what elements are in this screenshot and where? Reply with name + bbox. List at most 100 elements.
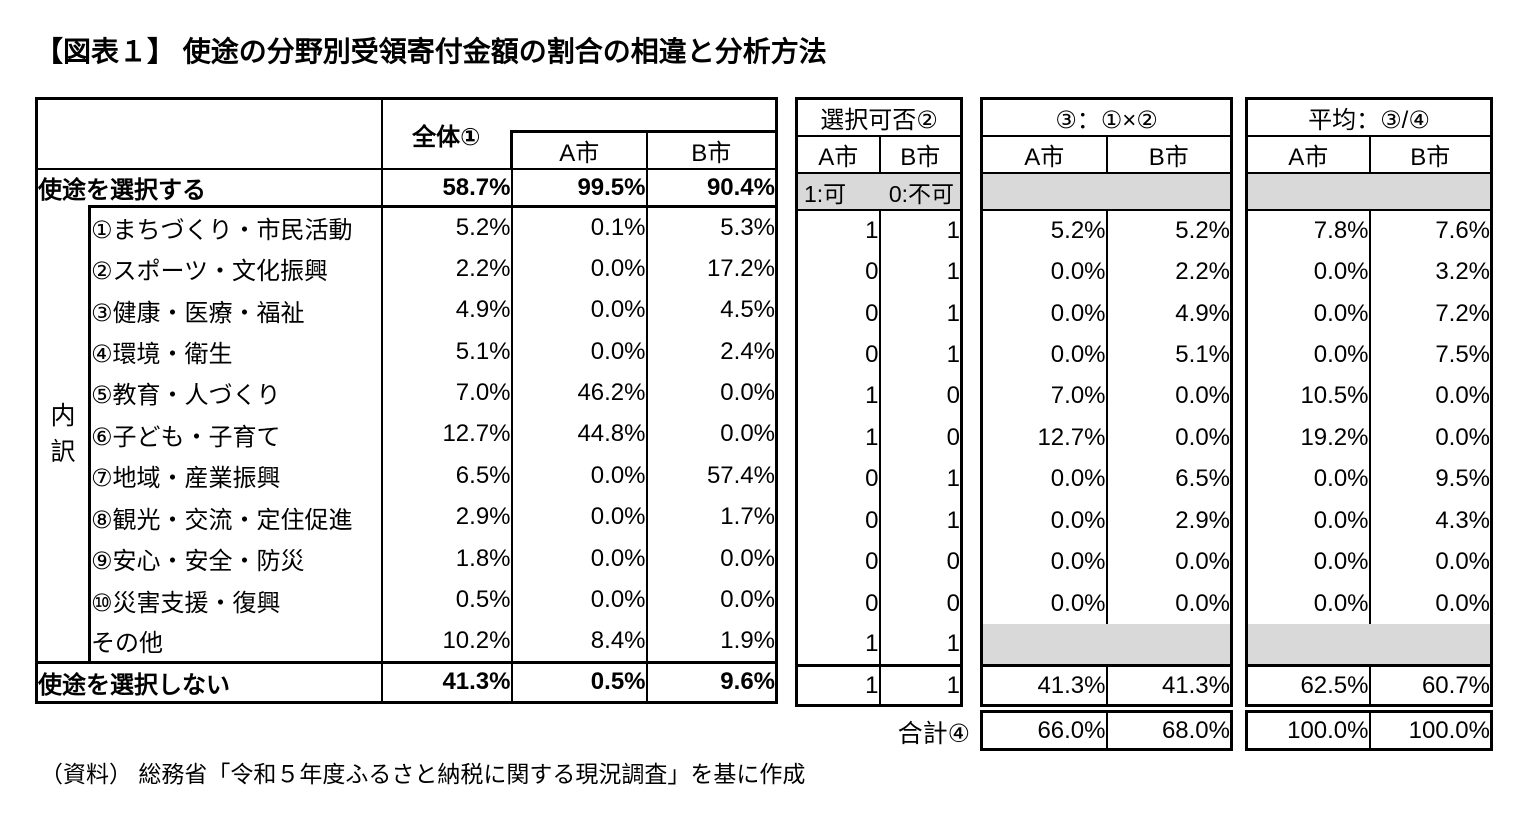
select-value-city-a: 99.5% — [510, 168, 647, 208]
mul-rows-body: 5.2% 5.2% 0.0% 2.2% 0.0% 4.9% 0.0% 5.1% 7.0% 0.0%… — [981, 210, 1232, 666]
avg-value-a: 0.0% — [1246, 541, 1371, 583]
item-value-zentai: 12.7% — [380, 413, 512, 456]
col-header-zentai: 全体① — [380, 98, 512, 169]
sel-value-b: 1 — [946, 465, 961, 493]
sel-value-a: 1 — [796, 417, 881, 459]
avg-noselect-row: 62.5% 60.7% — [1246, 664, 1492, 706]
main-item-row: ⑩災害支援・復興 0.5% 0.0% 0.0% — [37, 579, 777, 621]
main-item-row: ⑧観光・交流・定住促進 2.9% 0.0% 1.7% — [37, 496, 777, 538]
mul-value-b: 0.0% — [1175, 589, 1230, 617]
avg-value-a: 0.0% — [1246, 292, 1371, 335]
average-total-table: 100.0% 100.0% — [1245, 710, 1493, 751]
avg-value-a: 0.0% — [1246, 334, 1371, 376]
avg-header-row: A市 B市 — [1246, 136, 1492, 174]
main-noselect-body: 使途を選択しない 41.3% 0.5% 9.6% — [36, 660, 777, 703]
avg-value-a: 0.0% — [1246, 582, 1371, 625]
item-label: ⑥子ども・子育て — [89, 413, 383, 456]
item-value-zentai: 2.9% — [380, 496, 512, 538]
mul-total-a: 66.0% — [981, 711, 1108, 750]
main-item-row: その他 10.2% 8.4% 1.9% — [37, 620, 777, 663]
item-label: ⑨安心・安全・防災 — [89, 538, 383, 580]
main-item-row: ⑨安心・安全・防災 1.8% 0.0% 0.0% — [37, 538, 777, 580]
avg-value-a: 7.8% — [1246, 210, 1371, 252]
avg-value-b: 9.5% — [1435, 465, 1491, 493]
avg-value-b: 7.5% — [1435, 341, 1491, 369]
avg-value-b: 0.0% — [1435, 382, 1491, 410]
avg-value-b: 0.0% — [1435, 548, 1491, 576]
item-value-zentai: 7.0% — [380, 372, 512, 414]
avg-value-b: 0.0% — [1435, 423, 1491, 451]
sel-col-header-city-a: A市 — [796, 136, 881, 174]
avg-value-b: 7.6% — [1435, 217, 1491, 245]
avg-value-row: 10.5% 0.0% — [1246, 375, 1492, 418]
avg-noselect-b: 60.7% — [1369, 664, 1492, 706]
mul-value-a: 0.0% — [981, 582, 1108, 625]
sel-value-a: 0 — [796, 334, 881, 376]
sel-noselect-row: 1 1 — [796, 664, 962, 706]
legend-can: 1:可 — [804, 180, 847, 207]
avg-table-title: 平均：③/④ — [1246, 98, 1492, 137]
sel-legend-cell: 1:可 0:不可 — [796, 173, 962, 211]
mul-noselect-row: 41.3% 41.3% — [981, 664, 1232, 706]
mul-value-a: 0.0% — [981, 541, 1108, 583]
item-value-zentai: 10.2% — [380, 620, 512, 663]
item-value-city-b: 0.0% — [645, 372, 777, 414]
main-item-row: ③健康・医療・福祉 4.9% 0.0% 4.5% — [37, 289, 777, 331]
avg-rows-body: 7.8% 7.6% 0.0% 3.2% 0.0% 7.2% 0.0% 7.5% 10.5% 0.0… — [1246, 210, 1492, 666]
avg-noselect-a: 62.5% — [1246, 664, 1371, 706]
noselect-row: 使途を選択しない 41.3% 0.5% 9.6% — [36, 660, 777, 703]
col-header-city-a: A市 — [510, 131, 647, 170]
item-value-city-a: 0.0% — [510, 330, 647, 373]
avg-value-row: 0.0% 0.0% — [1246, 582, 1492, 625]
mul-value-a: 7.0% — [981, 375, 1108, 418]
mul-noselect-body: 41.3% 41.3% — [981, 664, 1232, 706]
avg-total-a: 100.0% — [1246, 711, 1371, 750]
mul-value-row: 0.0% 2.9% — [981, 500, 1232, 542]
noselect-value-city-a: 0.5% — [510, 660, 647, 703]
avg-value-a: 19.2% — [1246, 417, 1371, 459]
avg-value-b: 0.0% — [1435, 589, 1491, 617]
item-label: ②スポーツ・文化振興 — [89, 247, 383, 290]
col-header-city-b: B市 — [645, 131, 777, 170]
mul-col-header-city-a: A市 — [981, 136, 1108, 174]
avg-value-b: 4.3% — [1435, 506, 1491, 534]
select-row-label: 使途を選択する — [36, 168, 383, 207]
source-note: （資料） 総務省「令和５年度ふるさと納税に関する現況調査」を基に作成 — [40, 761, 806, 787]
sel-value-a: 1 — [796, 624, 881, 666]
item-value-city-a: 46.2% — [510, 372, 647, 414]
avg-value-row: 0.0% 0.0% — [1246, 541, 1492, 583]
uchiwake-char: 訳 — [50, 437, 76, 466]
sel-value-a: 0 — [796, 500, 881, 542]
item-label: ③健康・医療・福祉 — [89, 289, 383, 331]
item-value-zentai: 5.1% — [380, 330, 512, 373]
mul-value-b: 5.2% — [1175, 217, 1230, 245]
item-value-city-b: 57.4% — [645, 455, 777, 497]
mul-value-a: 0.0% — [981, 458, 1108, 501]
mul-value-row: 0.0% 2.2% — [981, 251, 1232, 293]
sel-value-a: 0 — [796, 251, 881, 293]
select-value-city-b: 90.4% — [645, 168, 777, 208]
item-label: ⑩災害支援・復興 — [89, 579, 383, 621]
mul-total-row: 66.0% 68.0% — [981, 711, 1232, 750]
avg-value-row: 7.8% 7.6% — [1246, 210, 1492, 252]
main-items-body: 内訳 ①まちづくり・市民活動 5.2% 0.1% 5.3% ②スポーツ・文化振興 2.2% 0… — [36, 204, 777, 663]
item-value-city-a: 44.8% — [510, 413, 647, 456]
avg-col-header-city-a: A市 — [1246, 136, 1371, 174]
mul-value-row: 0.0% 0.0% — [981, 582, 1232, 625]
mul-sonota-gray-cell — [981, 624, 1232, 666]
select-value-zentai: 58.7% — [380, 168, 512, 208]
mul-value-b: 4.9% — [1175, 299, 1230, 327]
avg-value-row: 0.0% 3.2% — [1246, 251, 1492, 293]
avg-gray-row — [1246, 173, 1492, 211]
main-item-row: ④環境・衛生 5.1% 0.0% 2.4% — [37, 330, 777, 373]
item-value-city-a: 0.0% — [510, 579, 647, 621]
item-value-zentai: 5.2% — [380, 206, 512, 248]
item-value-zentai: 6.5% — [380, 455, 512, 497]
